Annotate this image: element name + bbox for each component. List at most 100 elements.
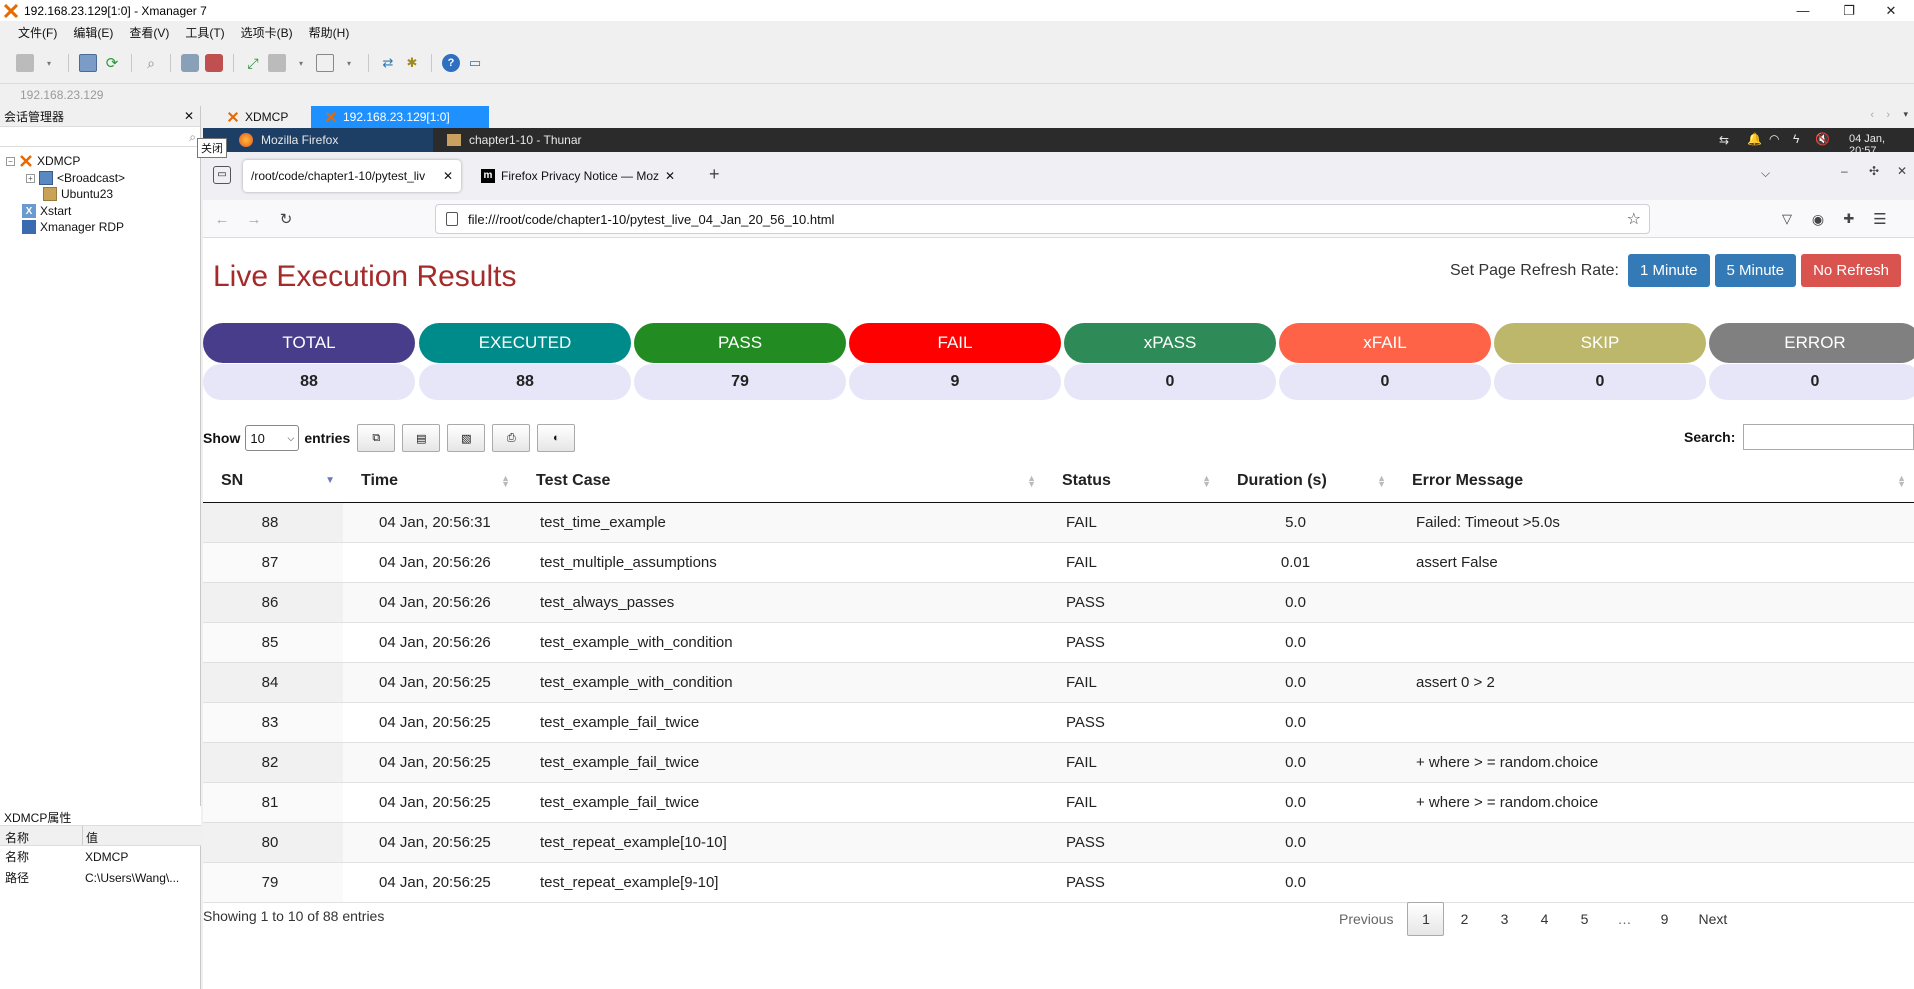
minimize-button[interactable]: — [1796,3,1810,18]
wifi-icon[interactable]: ◠ [1769,132,1780,146]
table-row[interactable]: 82 04 Jan, 20:56:25 test_example_fail_twic… [203,742,1914,783]
property-row[interactable]: 名称 XDMCP [0,846,201,867]
volume-muted-icon[interactable]: 🔇 [1815,132,1830,146]
menu-icon[interactable]: ☰ [1873,211,1887,228]
table-row[interactable]: 84 04 Jan, 20:56:25 test_example_with_cond… [203,662,1914,703]
pocket-icon[interactable]: ▽ [1782,211,1792,226]
fullscreen-icon[interactable]: ⤢ [247,54,259,71]
xconfig-icon[interactable]: ✱ [406,55,418,70]
tree-item-ubuntu23[interactable]: Ubuntu23 [43,187,113,201]
column-header-status[interactable]: Status ▲ ▼ [1044,460,1219,503]
session-manager-icon[interactable] [79,54,97,72]
page-button-1[interactable]: 1 [1407,902,1445,936]
excel-button[interactable]: ▧ [447,424,486,452]
chevron-down-icon[interactable]: ▾ [46,58,51,68]
page-button-5[interactable]: 5 [1580,911,1589,927]
previous-page-button[interactable]: Previous [1339,911,1394,927]
table-row[interactable]: 80 04 Jan, 20:56:25 test_repeat_example[10… [203,822,1914,863]
window-icon[interactable] [268,54,286,72]
table-row[interactable]: 81 04 Jan, 20:56:25 test_example_fail_twic… [203,782,1914,823]
session-tab-active[interactable]: 192.168.23.129[1:0] [311,106,489,128]
back-icon[interactable]: ← [214,210,230,228]
notification-bell-icon[interactable]: 🔔 [1747,132,1762,146]
close-icon[interactable]: ✕ [664,169,675,183]
menu-tools[interactable]: 工具(T) [185,25,225,40]
tree-item-xdmcp[interactable]: − XDMCP [6,154,80,168]
bookmark-star-icon[interactable]: ☆ [1626,211,1641,228]
expand-icon[interactable]: + [26,173,35,183]
table-row[interactable]: 87 04 Jan, 20:56:26 test_multiple_assumpti… [203,542,1914,583]
layout-icon[interactable] [316,54,334,72]
close-pane-button[interactable]: ✕ [183,109,194,123]
ff-maximize-icon[interactable]: ✣ [1869,164,1880,178]
refresh-icon[interactable]: ⟳ [105,55,119,72]
table-row[interactable]: 79 04 Jan, 20:56:25 test_repeat_example[9-… [203,862,1914,903]
print-button[interactable]: ⎙ [492,424,531,452]
reload-icon[interactable]: ↻ [279,211,293,228]
menu-file[interactable]: 文件(F) [18,25,58,40]
page-length-select[interactable]: 10 ⌵ [245,425,300,451]
close-icon[interactable]: ✕ [442,169,453,183]
session-search-input[interactable]: ⌕ [0,129,200,147]
address-bar[interactable]: 192.168.23.129 [0,83,1914,105]
chevron-down-icon[interactable]: ▾ [298,58,303,68]
power-icon[interactable]: ϟ [1793,132,1800,146]
extensions-icon[interactable]: ✚ [1843,211,1855,226]
copy-button[interactable]: ⧉ [357,424,396,452]
menu-help[interactable]: 帮助(H) [308,25,350,40]
page-button-3[interactable]: 3 [1500,911,1509,927]
list-tabs-icon[interactable]: ⌵ [1761,166,1771,180]
table-row[interactable]: 86 04 Jan, 20:56:26 test_always_passes PASS… [203,582,1914,623]
property-row[interactable]: 路径 C:\Users\Wang\... [0,867,201,888]
table-row[interactable]: 85 04 Jan, 20:56:26 test_example_with_cond… [203,622,1914,663]
table-search-input[interactable] [1743,424,1914,450]
next-page-button[interactable]: Next [1698,911,1728,927]
tree-item-xmanager-rdp[interactable]: Xmanager RDP [22,220,124,234]
menu-view[interactable]: 查看(V) [129,25,170,40]
new-session-icon[interactable] [16,54,34,72]
url-bar[interactable]: file:///root/code/chapter1-10/pytest_liv… [435,204,1650,234]
column-header-test-case[interactable]: Test Case ▲ ▼ [518,460,1044,503]
menu-edit[interactable]: 编辑(E) [73,25,114,40]
column-header-duration[interactable]: Duration (s) ▲ ▼ [1219,460,1394,503]
refresh-5-minute-button[interactable]: 5 Minute [1714,254,1797,287]
page-button-9[interactable]: 9 [1660,911,1669,927]
maximize-button[interactable]: ❐ [1843,2,1855,18]
firefox-view-icon[interactable]: ▭ [213,166,231,184]
no-refresh-button[interactable]: No Refresh [1801,254,1901,287]
tab-scroll-left-icon[interactable]: ‹ [1870,109,1874,121]
collapse-icon[interactable]: − [6,156,15,166]
help-icon[interactable]: ? [442,54,460,72]
search-icon[interactable]: ⌕ [147,54,155,71]
page-button-4[interactable]: 4 [1540,911,1549,927]
ff-minimize-icon[interactable]: – [1841,164,1848,178]
menu-tabs[interactable]: 选项卡(B) [240,25,293,40]
monitor-icon[interactable] [181,54,199,72]
tree-item-xstart[interactable]: X Xstart [22,204,71,218]
column-header-error-message[interactable]: Error Message ▲ ▼ [1394,460,1914,503]
tab-scroll-right-icon[interactable]: › [1886,109,1890,121]
tree-item-broadcast[interactable]: + <Broadcast> [26,171,125,185]
page-button-2[interactable]: 2 [1460,911,1469,927]
disconnect-icon[interactable] [205,54,223,72]
close-window-button[interactable]: ✕ [1885,2,1897,18]
firefox-tab-privacy[interactable]: m Firefox Privacy Notice — Mozi ✕ [473,160,683,192]
forward-icon[interactable]: → [246,210,262,228]
table-row[interactable]: 88 04 Jan, 20:56:31 test_time_example FAIL 5… [203,502,1914,543]
firefox-tab-active[interactable]: /root/code/chapter1-10/pytest_liv ✕ [243,160,461,192]
chevron-down-icon[interactable]: ▾ [1903,109,1908,119]
task-firefox[interactable]: Mozilla Firefox [203,128,433,152]
ff-close-icon[interactable]: ✕ [1897,164,1908,178]
column-visibility-button[interactable]: ◐ [537,424,576,452]
chevron-down-icon[interactable]: ▾ [346,58,351,68]
account-icon[interactable]: ◉ [1811,210,1825,227]
session-tab-xdmcp[interactable]: XDMCP [213,106,313,128]
table-row[interactable]: 83 04 Jan, 20:56:25 test_example_fail_twic… [203,702,1914,743]
column-header-sn[interactable]: SN ▼ [203,460,343,503]
task-thunar[interactable]: chapter1-10 - Thunar [439,128,669,152]
transfer-icon[interactable]: ⇄ [382,55,394,70]
column-header-time[interactable]: Time ▲ ▼ [343,460,518,503]
refresh-1-minute-button[interactable]: 1 Minute [1627,254,1710,287]
csv-button[interactable]: ▤ [402,424,441,452]
chat-icon[interactable]: ▭ [468,55,482,70]
